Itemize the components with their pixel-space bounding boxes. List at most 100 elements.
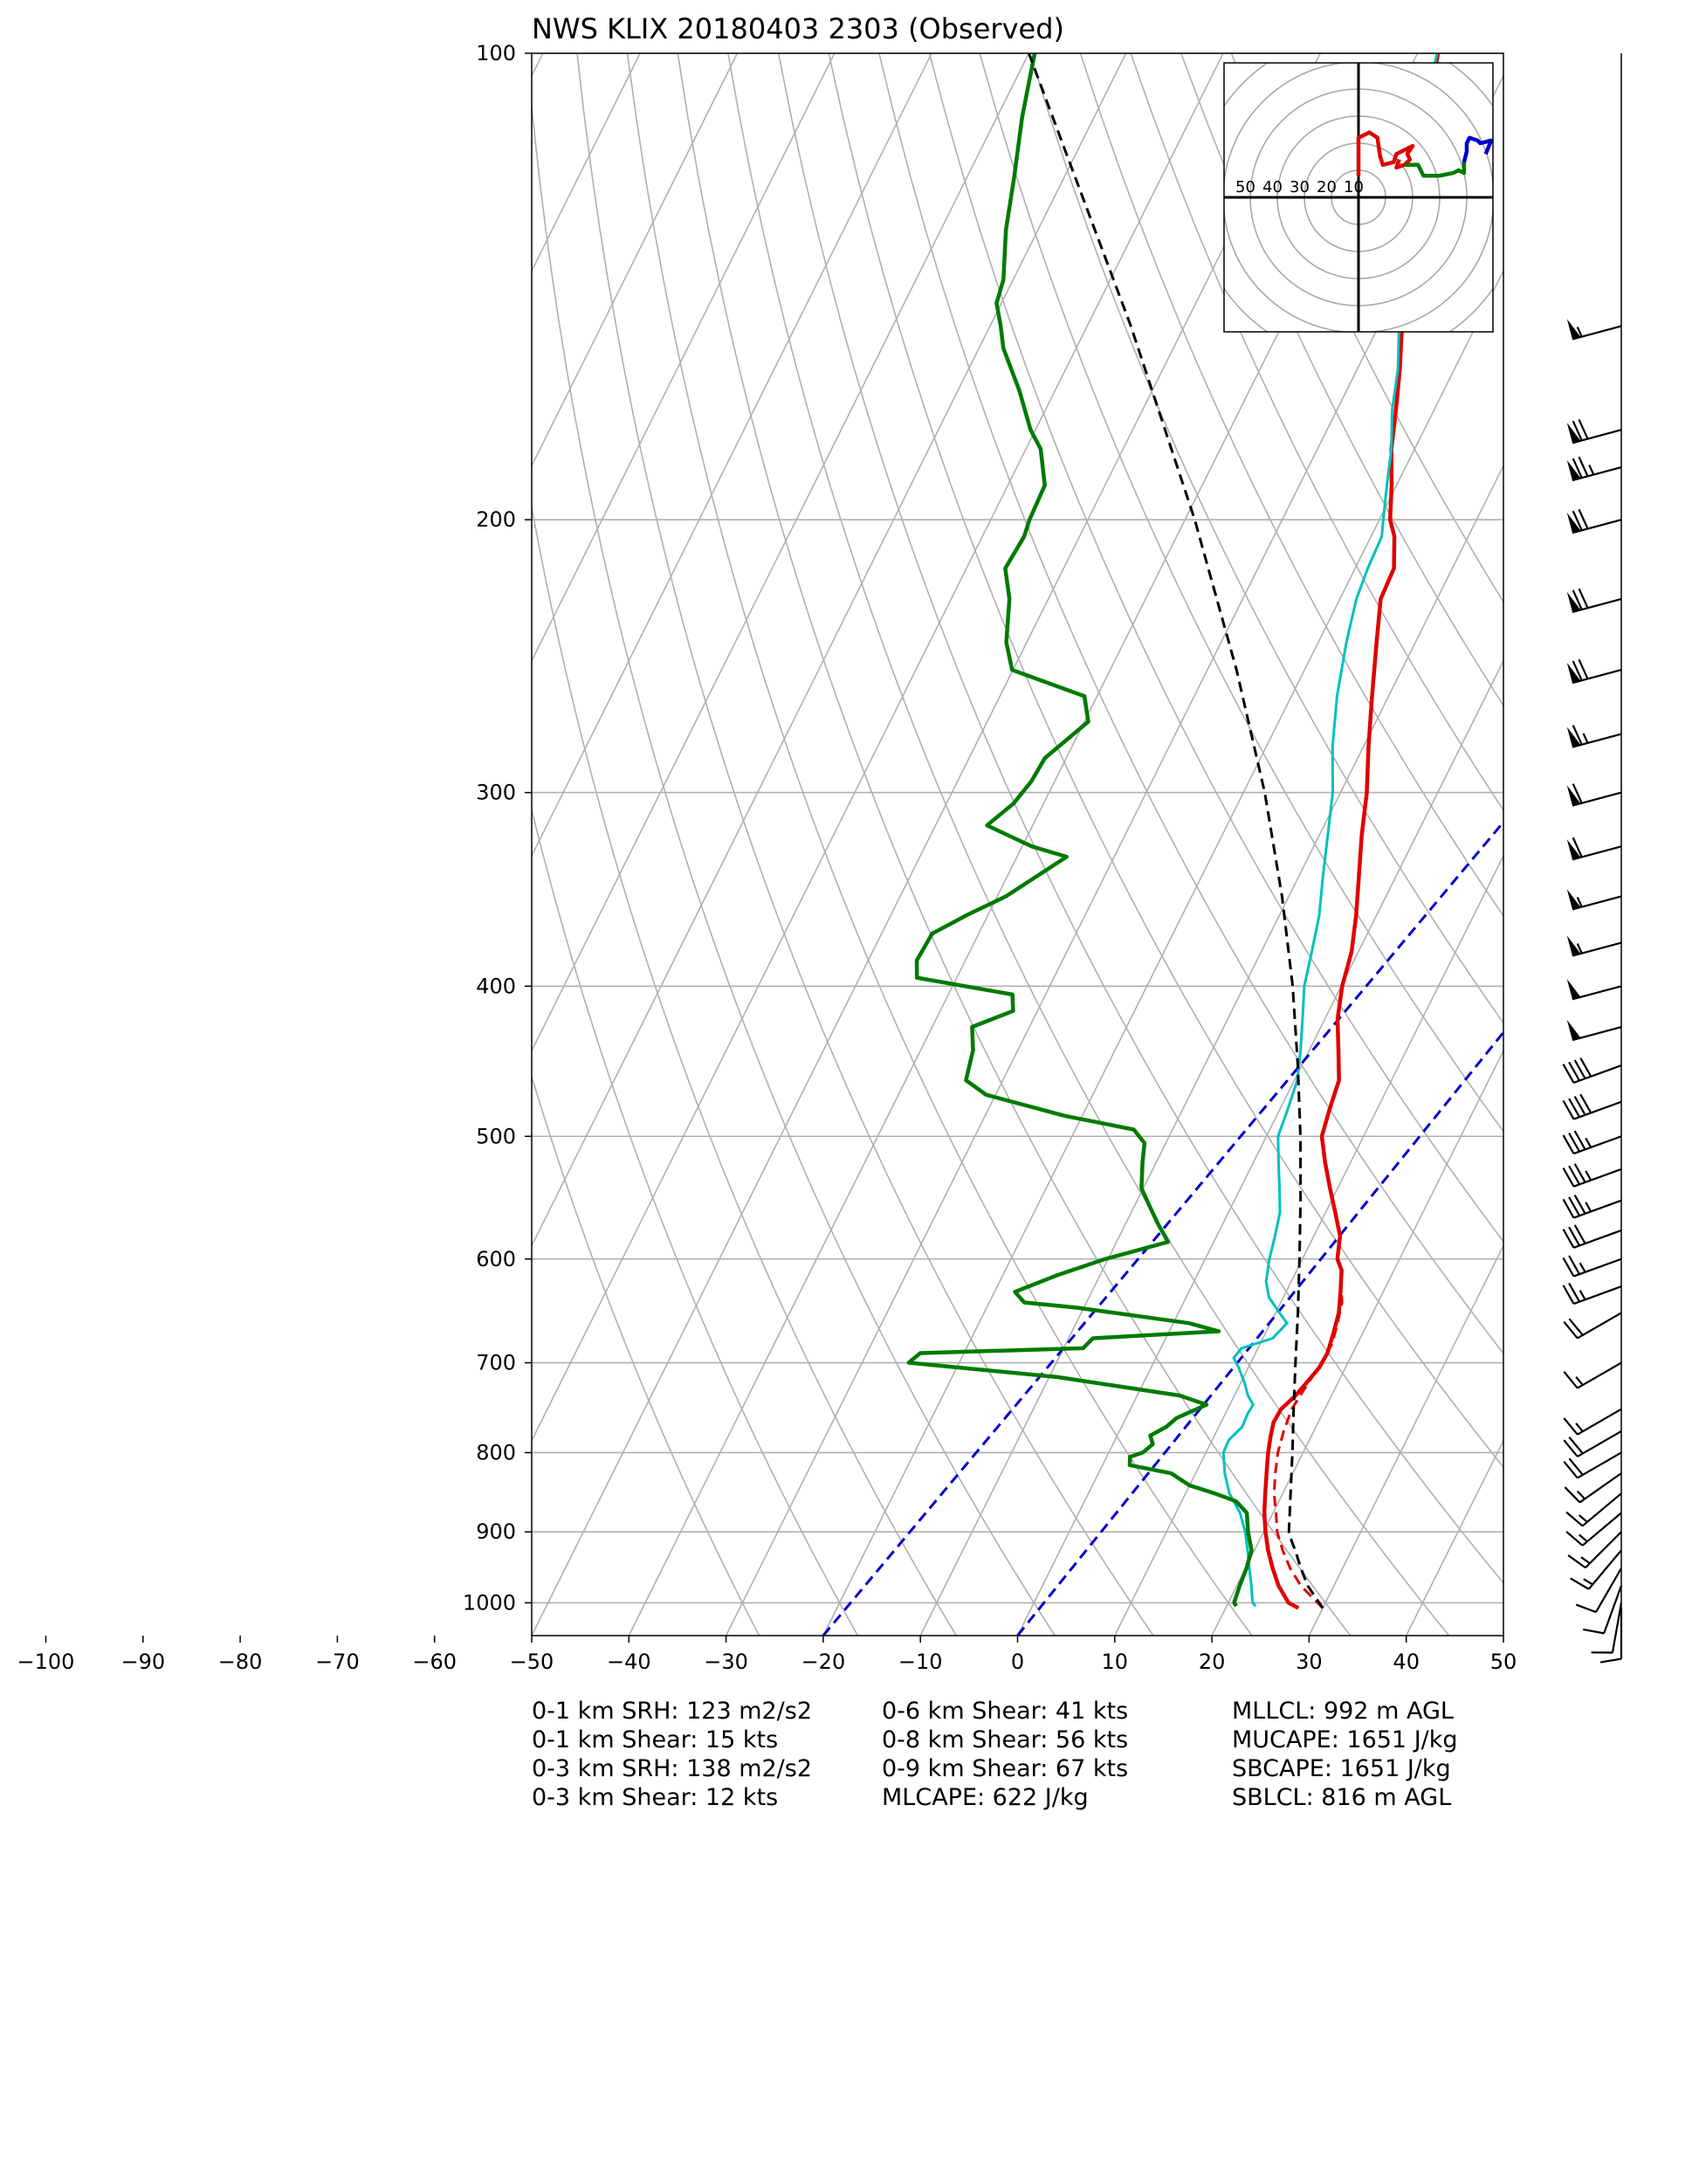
stat-sbcape: SBCAPE: 1651 J/kg bbox=[1232, 1755, 1451, 1782]
wind-barb-300 bbox=[1566, 783, 1622, 807]
wind-barb-staff bbox=[1603, 1585, 1623, 1634]
wind-barb-full bbox=[1578, 658, 1589, 679]
mixing-ratio-line-1 bbox=[1016, 1030, 1503, 1636]
wind-barb-flag bbox=[1566, 839, 1581, 860]
wind-barb-600 bbox=[1562, 1255, 1622, 1278]
mixing-ratio-line-0 bbox=[822, 820, 1503, 1636]
dry-adiabat-90 bbox=[979, 53, 1503, 1133]
wind-barb-staff bbox=[1573, 1229, 1622, 1249]
wind-barb-325 bbox=[1566, 837, 1622, 861]
wind-barb-full bbox=[1572, 660, 1583, 681]
wind-barb-staff bbox=[1581, 1492, 1622, 1527]
wind-barb-staff bbox=[1585, 1531, 1622, 1568]
wind-barb-450 bbox=[1562, 1057, 1622, 1084]
temperature-axis: −100 −90 −80 −70 −60 −50 −40 −30 −20 −10 0 10 20 30 40… bbox=[17, 1636, 1517, 1674]
y-tick-label-300: 300 bbox=[476, 781, 516, 805]
wind-barb-full bbox=[1599, 1657, 1622, 1664]
isotherm--60 bbox=[532, 53, 1224, 1443]
stats-column-1: 0-1 km SRH: 123 m2/s2 0-1 km Shear: 15 k… bbox=[532, 1697, 812, 1812]
wind-barb-full bbox=[1572, 725, 1583, 746]
wind-barb-950 bbox=[1575, 1567, 1622, 1614]
isotherm-50 bbox=[1503, 53, 1699, 1636]
wind-barb-full bbox=[1572, 458, 1583, 479]
stat-shear-0-9km: 0-9 km Shear: 67 kts bbox=[882, 1755, 1129, 1782]
wind-barb-half bbox=[1583, 1578, 1593, 1586]
wind-barb-flag bbox=[1566, 423, 1581, 444]
wind-barb-full bbox=[1563, 1439, 1579, 1457]
wind-barb-250 bbox=[1566, 658, 1622, 685]
wind-barb-575 bbox=[1562, 1224, 1622, 1249]
x-tick-label--90: −90 bbox=[120, 1650, 165, 1674]
wind-barb-staff bbox=[1573, 1100, 1622, 1120]
wind-barb-staff bbox=[1587, 1549, 1622, 1590]
isotherm-20 bbox=[1211, 1049, 1503, 1636]
wind-barb-staff bbox=[1572, 325, 1622, 341]
wind-barb-staff bbox=[1573, 1257, 1622, 1278]
wind-barb-full bbox=[1570, 1577, 1590, 1590]
wind-barb-full bbox=[1563, 1320, 1579, 1340]
pressure-axis: 1000 900 800 700 600 500 400 300 200 100 bbox=[463, 41, 532, 1615]
wind-barb-full bbox=[1563, 1460, 1579, 1479]
wind-barb-full bbox=[1563, 1417, 1579, 1436]
wind-barb-staff bbox=[1573, 1168, 1622, 1188]
wind-barb-full bbox=[1579, 1093, 1592, 1113]
y-tick-label-600: 600 bbox=[476, 1247, 516, 1271]
wetbulb-trace bbox=[1221, 53, 1439, 1608]
wind-barb-staff bbox=[1573, 1199, 1622, 1219]
dry-adiabat-10 bbox=[576, 53, 1154, 1636]
hodograph-ring-label-10: 10 bbox=[1344, 178, 1364, 196]
wind-barb-staff bbox=[1572, 466, 1622, 482]
wind-barb-full bbox=[1573, 1059, 1586, 1079]
wind-barb-full bbox=[1562, 1257, 1575, 1278]
wind-barb-full bbox=[1568, 1132, 1581, 1153]
wind-barb-full bbox=[1562, 1229, 1575, 1249]
dry-adiabat--10 bbox=[532, 503, 957, 1636]
y-tick-label-100: 100 bbox=[476, 41, 516, 65]
sounding-traces bbox=[822, 53, 1503, 1636]
wind-barb-full bbox=[1573, 1195, 1586, 1215]
x-tick-label--100: −100 bbox=[17, 1650, 75, 1674]
wind-barb-full bbox=[1568, 1282, 1581, 1303]
x-tick-label--30: −30 bbox=[704, 1650, 748, 1674]
wind-barb-full bbox=[1568, 1255, 1581, 1275]
wind-barb-full bbox=[1567, 1554, 1586, 1569]
stat-shear-0-8km: 0-8 km Shear: 56 kts bbox=[882, 1726, 1129, 1753]
wind-barb-staff bbox=[1572, 597, 1622, 613]
wind-barb-400 bbox=[1566, 979, 1622, 1001]
wind-barb-staff bbox=[1573, 1135, 1622, 1155]
wind-barb-flag bbox=[1566, 662, 1581, 684]
wind-barb-full bbox=[1565, 1531, 1584, 1547]
wind-barb-full bbox=[1568, 1318, 1584, 1336]
wind-barb-half bbox=[1576, 896, 1583, 907]
temperature-dashed-trace bbox=[1272, 1280, 1344, 1609]
wind-barb-full bbox=[1568, 1061, 1581, 1082]
wind-barb-550 bbox=[1562, 1195, 1622, 1219]
wind-barb-275 bbox=[1566, 725, 1622, 748]
wind-barb-full bbox=[1583, 1628, 1605, 1635]
wind-barb-staff bbox=[1577, 1451, 1622, 1479]
hodograph: 50 40 30 20 10 bbox=[1223, 62, 1494, 333]
wind-barb-full bbox=[1579, 1057, 1592, 1078]
wind-barb-full bbox=[1572, 510, 1583, 531]
dry-adiabat-60 bbox=[828, 53, 1503, 1469]
x-tick-label--40: −40 bbox=[607, 1650, 651, 1674]
wind-barb-full bbox=[1573, 1224, 1586, 1244]
dry-adiabat--30 bbox=[532, 1074, 760, 1636]
dry-adiabat-100 bbox=[1029, 53, 1503, 1024]
wind-barb-full bbox=[1578, 456, 1589, 477]
dry-adiabat-120 bbox=[1130, 53, 1503, 812]
wind-barb-half bbox=[1576, 1490, 1586, 1500]
wind-barb-staff bbox=[1595, 1567, 1622, 1613]
wind-barb-flag bbox=[1566, 727, 1581, 748]
y-tick-label-900: 900 bbox=[476, 1519, 516, 1544]
chart-title: NWS KLIX 20180403 2303 (Observed) bbox=[532, 12, 1064, 45]
wind-barb-flag bbox=[1566, 459, 1581, 481]
wind-barb-half bbox=[1582, 733, 1589, 744]
wind-barb-flag bbox=[1566, 512, 1581, 534]
wind-barb-full bbox=[1578, 588, 1589, 609]
x-tick-label-40: 40 bbox=[1393, 1650, 1420, 1674]
wind-barb-700 bbox=[1563, 1361, 1622, 1389]
wind-barb-200 bbox=[1566, 508, 1622, 534]
dry-adiabat-0 bbox=[532, 99, 1056, 1636]
wind-barb-half bbox=[1579, 1290, 1586, 1300]
